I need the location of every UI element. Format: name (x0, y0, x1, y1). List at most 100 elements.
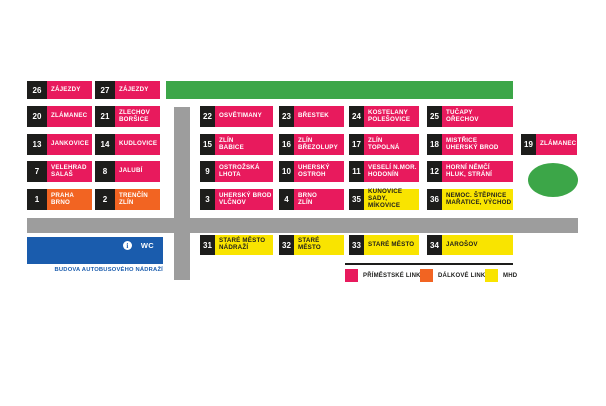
stand-number: 19 (521, 134, 536, 155)
platform-stand-16: 16 ZLÍN BŘEZOLUPY (279, 134, 344, 155)
platform-stand-2: 2 TRENČÍN ZLÍN (95, 189, 160, 210)
legend-label: MHD (503, 272, 518, 279)
stand-number: 15 (200, 134, 215, 155)
stand-number: 27 (95, 81, 115, 99)
platform-stand-32: 32 STARÉ MĚSTO (279, 235, 344, 255)
platform-stand-34: 34 JAROŠOV (427, 235, 513, 255)
stand-destination: BŘESTEK (294, 106, 344, 127)
platform-stand-21: 21 ZLECHOV BORŠICE (95, 106, 160, 127)
platform-stand-22: 22 OSVĚTIMANY (200, 106, 273, 127)
platform-stand-33: 33 STARÉ MĚSTO (349, 235, 419, 255)
stand-destination: KUNOVICE SADY, MÍKOVICE (364, 188, 419, 210)
legend-swatch (345, 269, 358, 282)
stand-destination: ZLÍN BŘEZOLUPY (294, 134, 344, 155)
stand-destination: KUDLOVICE (115, 134, 160, 155)
stand-destination: PRAHA BRNO (47, 189, 92, 210)
stand-number: 35 (349, 189, 364, 210)
stand-number: 4 (279, 189, 294, 210)
stand-destination: ZLÁMANEC (47, 106, 92, 127)
stand-destination: HORNÍ NĚMČÍ HLUK, STRÁNÍ (442, 161, 513, 182)
platform-stand-31: 31 STARÉ MĚSTO NÁDRAŽÍ (200, 235, 273, 255)
building-services: i WC (122, 241, 154, 250)
stand-destination: BRNO ZLÍN (294, 189, 344, 210)
platform-stand-1: 1 PRAHA BRNO (27, 189, 92, 210)
legend-item-yellow: MHD (485, 269, 517, 282)
stand-destination: ZLÁMANEC (536, 134, 577, 155)
stand-number: 10 (279, 161, 294, 182)
platform-stand-3: 3 UHERSKÝ BROD VLČNOV (200, 189, 273, 210)
stand-number: 21 (95, 106, 115, 127)
stand-destination: JANKOVICE (47, 134, 92, 155)
stand-destination: JALUBÍ (115, 161, 160, 182)
stand-destination: ZLECHOV BORŠICE (115, 106, 160, 127)
stand-number: 14 (95, 134, 115, 155)
stand-number: 3 (200, 189, 215, 210)
platform-stand-25: 25 TUČAPY OŘECHOV (427, 106, 513, 127)
stand-number: 24 (349, 106, 364, 127)
platform-stand-24: 24 KOSTELANY POLEŠOVICE (349, 106, 419, 127)
legend-item-orange: DÁLKOVÉ LINKY (420, 269, 490, 282)
legend-swatch (420, 269, 433, 282)
stand-destination: ZLÍN BABICE (215, 134, 273, 155)
stand-destination: STARÉ MĚSTO (294, 235, 344, 255)
platform-stand-27: 27 ZÁJEZDY (95, 81, 160, 99)
stand-destination: UHERSKÝ OSTROH (294, 161, 344, 182)
platform-stand-13: 13 JANKOVICE (27, 134, 92, 155)
stand-destination: ZÁJEZDY (115, 81, 160, 99)
platform-stand-26: 26 ZÁJEZDY (27, 81, 92, 99)
green-platform-bar (166, 81, 513, 99)
stand-number: 23 (279, 106, 294, 127)
stand-number: 36 (427, 189, 442, 210)
stand-destination: TUČAPY OŘECHOV (442, 106, 513, 127)
stand-destination: ZLÍN TOPOLNÁ (364, 134, 419, 155)
stand-destination: ZÁJEZDY (47, 81, 92, 99)
stand-destination: MISTŘICE UHERSKÝ BROD (442, 134, 513, 155)
stand-number: 9 (200, 161, 215, 182)
stand-destination: KOSTELANY POLEŠOVICE (364, 106, 419, 127)
stand-number: 1 (27, 189, 47, 210)
info-icon: i (122, 241, 132, 250)
legend-swatch (485, 269, 498, 282)
stand-number: 26 (27, 81, 47, 99)
stand-number: 33 (349, 235, 364, 255)
stand-number: 2 (95, 189, 115, 210)
stand-number: 12 (427, 161, 442, 182)
stand-number: 22 (200, 106, 215, 127)
stand-number: 16 (279, 134, 294, 155)
platform-stand-17: 17 ZLÍN TOPOLNÁ (349, 134, 419, 155)
stand-number: 32 (279, 235, 294, 255)
stand-number: 8 (95, 161, 115, 182)
platform-stand-20: 20 ZLÁMANEC (27, 106, 92, 127)
building-caption: BUDOVA AUTOBUSOVÉHO NÁDRAŽÍ (54, 267, 163, 273)
stand-destination: OSTROŽSKÁ LHOTA (215, 161, 273, 182)
legend-item-pink: PŘÍMĚSTSKÉ LINKY (345, 269, 425, 282)
legend-label: DÁLKOVÉ LINKY (438, 272, 490, 279)
stand-destination: VESELÍ N.MOR. HODONÍN (364, 161, 419, 182)
station-building: i WC (27, 237, 163, 264)
platform-stand-23: 23 BŘESTEK (279, 106, 344, 127)
platform-stand-35: 35 KUNOVICE SADY, MÍKOVICE (349, 188, 419, 210)
platform-stand-11: 11 VESELÍ N.MOR. HODONÍN (349, 161, 419, 182)
platform-stand-36: 36 NEMOC. ŠTĚPNICE MAŘATICE, VÝCHOD (427, 189, 513, 210)
legend-label: PŘÍMĚSTSKÉ LINKY (363, 272, 425, 279)
stand-number: 34 (427, 235, 442, 255)
stand-number: 25 (427, 106, 442, 127)
stand-destination: STARÉ MĚSTO NÁDRAŽÍ (215, 235, 273, 255)
platform-stand-7: 7 VELEHRAD SALAŠ (27, 161, 92, 182)
stand-destination: JAROŠOV (442, 235, 513, 255)
stand-number: 13 (27, 134, 47, 155)
stand-destination: VELEHRAD SALAŠ (47, 161, 92, 182)
platform-stand-19: 19 ZLÁMANEC (521, 134, 577, 155)
stand-destination: OSVĚTIMANY (215, 106, 273, 127)
stand-number: 11 (349, 161, 364, 182)
wc-label: WC (140, 241, 154, 250)
platform-stand-10: 10 UHERSKÝ OSTROH (279, 161, 344, 182)
road-horizontal (27, 218, 578, 233)
stand-number: 7 (27, 161, 47, 182)
stand-destination: UHERSKÝ BROD VLČNOV (215, 189, 273, 210)
stand-destination: STARÉ MĚSTO (364, 235, 419, 255)
stand-number: 17 (349, 134, 364, 155)
platform-stand-15: 15 ZLÍN BABICE (200, 134, 273, 155)
stand-number: 18 (427, 134, 442, 155)
